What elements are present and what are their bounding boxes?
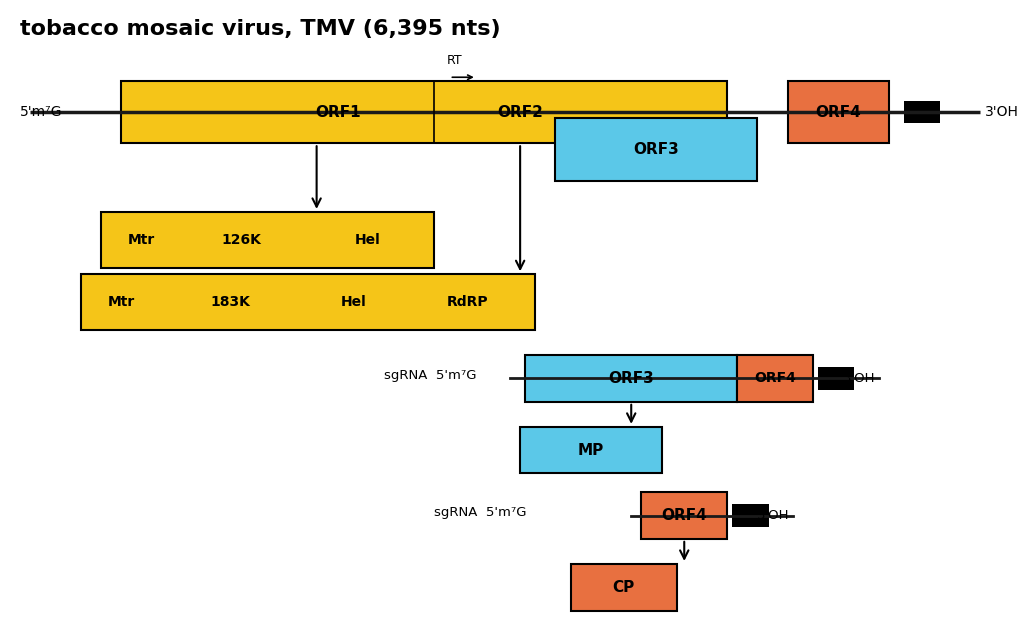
Text: sgRNA  5'm⁷G: sgRNA 5'm⁷G (384, 369, 476, 382)
Text: 3'OH: 3'OH (758, 509, 790, 522)
FancyBboxPatch shape (818, 368, 854, 390)
Text: RT: RT (446, 54, 462, 67)
Text: MP: MP (578, 442, 604, 458)
Text: 5'm⁷G: 5'm⁷G (20, 105, 62, 119)
FancyBboxPatch shape (525, 355, 737, 402)
Text: ORF4: ORF4 (662, 508, 708, 523)
Text: 183K: 183K (211, 295, 251, 309)
Text: ORF4: ORF4 (755, 371, 796, 386)
Text: Mtr: Mtr (127, 233, 155, 247)
Text: 3'OH: 3'OH (844, 372, 876, 385)
FancyBboxPatch shape (81, 274, 536, 330)
FancyBboxPatch shape (555, 118, 758, 181)
Text: Hel: Hel (354, 233, 381, 247)
FancyBboxPatch shape (570, 564, 677, 611)
Text: RdRP: RdRP (446, 295, 487, 309)
Text: Mtr: Mtr (109, 295, 135, 309)
Text: CP: CP (612, 579, 635, 595)
FancyBboxPatch shape (787, 81, 889, 143)
Text: Hel: Hel (341, 295, 367, 309)
Text: sgRNA  5'm⁷G: sgRNA 5'm⁷G (434, 506, 526, 519)
Text: ORF3: ORF3 (608, 371, 654, 386)
Text: ORF2: ORF2 (498, 105, 543, 120)
FancyBboxPatch shape (641, 492, 727, 539)
Text: tobacco mosaic virus, TMV (6,395 nts): tobacco mosaic virus, TMV (6,395 nts) (20, 19, 501, 39)
FancyBboxPatch shape (737, 355, 813, 402)
FancyBboxPatch shape (520, 427, 662, 473)
Text: 126K: 126K (221, 233, 261, 247)
Text: ORF4: ORF4 (815, 105, 861, 120)
Text: 3'OH: 3'OH (985, 105, 1019, 119)
FancyBboxPatch shape (904, 101, 940, 123)
FancyBboxPatch shape (732, 505, 769, 526)
FancyBboxPatch shape (101, 212, 434, 268)
FancyBboxPatch shape (121, 81, 727, 143)
Text: ORF3: ORF3 (634, 142, 679, 157)
Text: ORF1: ORF1 (315, 105, 361, 120)
